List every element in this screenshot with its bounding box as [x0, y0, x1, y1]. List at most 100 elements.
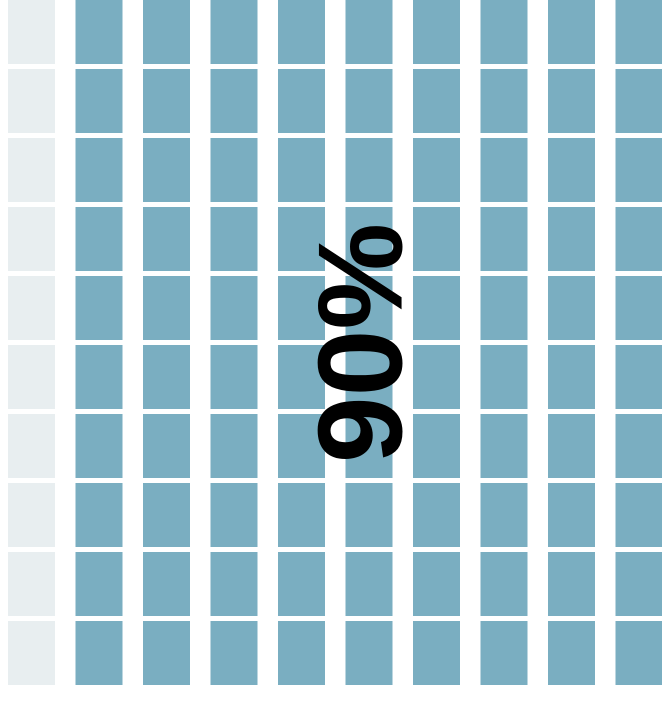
filled-cell: [143, 0, 190, 64]
filled-cell: [615, 207, 662, 271]
filled-cell: [210, 69, 258, 133]
filled-cell: [345, 276, 393, 340]
filled-cell: [210, 207, 258, 271]
empty-cell: [8, 345, 55, 409]
empty-cell: [8, 483, 55, 547]
empty-cell: [8, 276, 55, 340]
empty-cell: [8, 138, 55, 202]
filled-cell: [210, 276, 258, 340]
filled-cell: [143, 138, 190, 202]
filled-cell: [143, 276, 190, 340]
filled-cell: [480, 621, 528, 685]
filled-cell: [143, 552, 190, 616]
empty-cell: [8, 552, 55, 616]
filled-cell: [345, 552, 393, 616]
filled-cell: [345, 345, 393, 409]
filled-cell: [345, 483, 393, 547]
filled-cell: [75, 414, 123, 478]
filled-cell: [615, 483, 662, 547]
filled-cell: [345, 0, 393, 64]
value-label: 90%: [294, 223, 428, 463]
filled-cell: [413, 0, 460, 64]
filled-cell: [548, 207, 595, 271]
filled-cell: [278, 345, 325, 409]
filled-cell: [615, 138, 662, 202]
filled-cell: [345, 414, 393, 478]
filled-cell: [278, 138, 325, 202]
filled-cell: [75, 552, 123, 616]
filled-cell: [615, 414, 662, 478]
filled-cell: [210, 0, 258, 64]
filled-cell: [480, 0, 528, 64]
filled-cell: [480, 414, 528, 478]
empty-cell: [8, 207, 55, 271]
filled-cell: [75, 483, 123, 547]
filled-cell: [210, 345, 258, 409]
filled-cell: [413, 621, 460, 685]
filled-cell: [345, 621, 393, 685]
filled-cell: [480, 276, 528, 340]
filled-cell: [413, 207, 460, 271]
filled-cell: [345, 69, 393, 133]
filled-cell: [548, 0, 595, 64]
filled-cell: [278, 0, 325, 64]
filled-cell: [210, 552, 258, 616]
empty-cell: [8, 621, 55, 685]
filled-cell: [278, 552, 325, 616]
filled-cell: [413, 414, 460, 478]
filled-cell: [480, 207, 528, 271]
filled-cell: [413, 276, 460, 340]
filled-cell: [615, 345, 662, 409]
filled-cell: [210, 621, 258, 685]
filled-cell: [480, 483, 528, 547]
filled-cell: [75, 345, 123, 409]
filled-cell: [480, 138, 528, 202]
filled-cell: [143, 207, 190, 271]
filled-cell: [345, 207, 393, 271]
filled-cell: [615, 0, 662, 64]
filled-cell: [548, 276, 595, 340]
filled-cell: [278, 621, 325, 685]
filled-cell: [413, 345, 460, 409]
filled-cell: [210, 483, 258, 547]
filled-cell: [615, 276, 662, 340]
filled-cell: [615, 621, 662, 685]
filled-cell: [278, 414, 325, 478]
filled-cell: [75, 276, 123, 340]
filled-cell: [210, 138, 258, 202]
filled-cell: [143, 414, 190, 478]
filled-cell: [278, 69, 325, 133]
filled-cell: [210, 414, 258, 478]
filled-cell: [75, 207, 123, 271]
filled-cell: [548, 483, 595, 547]
filled-cell: [143, 69, 190, 133]
filled-cell: [548, 69, 595, 133]
filled-cell: [278, 276, 325, 340]
filled-cell: [480, 552, 528, 616]
filled-cell: [480, 69, 528, 133]
filled-cell: [75, 621, 123, 685]
filled-cell: [278, 207, 325, 271]
filled-cell: [75, 69, 123, 133]
filled-cell: [278, 483, 325, 547]
filled-cell: [345, 138, 393, 202]
filled-cell: [143, 345, 190, 409]
filled-cell: [413, 138, 460, 202]
filled-cell: [75, 0, 123, 64]
filled-cell: [143, 621, 190, 685]
filled-cell: [480, 345, 528, 409]
filled-cell: [548, 138, 595, 202]
filled-cell: [75, 138, 123, 202]
filled-cell: [413, 483, 460, 547]
filled-cell: [413, 69, 460, 133]
filled-cell: [548, 414, 595, 478]
filled-cell: [548, 345, 595, 409]
filled-cell: [143, 483, 190, 547]
filled-cell: [615, 552, 662, 616]
filled-cell: [548, 552, 595, 616]
filled-cell: [615, 69, 662, 133]
empty-cell: [8, 69, 55, 133]
filled-cell: [413, 552, 460, 616]
empty-cell: [8, 0, 55, 64]
